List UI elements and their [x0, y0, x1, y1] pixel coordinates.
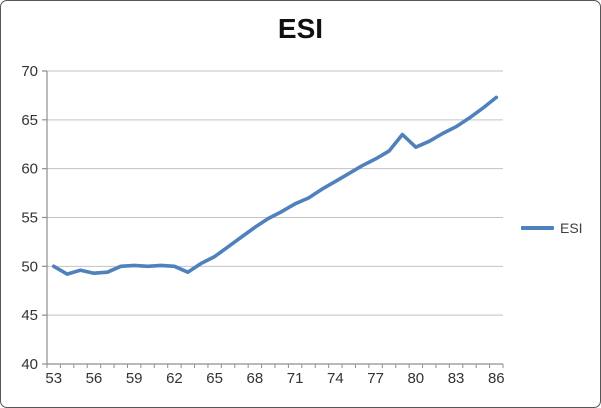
y-tick-label: 40	[21, 356, 38, 373]
y-tick-label: 45	[21, 307, 38, 324]
x-tick-label: 77	[367, 370, 384, 387]
y-tick-label: 50	[21, 258, 38, 275]
esi-line-series	[51, 95, 499, 276]
x-tick-label: 71	[287, 370, 304, 387]
legend: ESI	[521, 220, 583, 236]
y-tick-label: 55	[21, 210, 38, 227]
x-tick-label: 59	[126, 370, 143, 387]
x-tick-label: 65	[206, 370, 223, 387]
x-tick-label: 53	[45, 370, 62, 387]
y-tick-label: 70	[21, 63, 38, 80]
x-tick-label: 80	[407, 370, 424, 387]
legend-line-sample	[521, 226, 554, 230]
x-tick-label: 83	[448, 370, 465, 387]
x-tick-label: 68	[247, 370, 264, 387]
y-tick-label: 65	[21, 112, 38, 129]
x-tick-label: 62	[166, 370, 183, 387]
legend-label: ESI	[560, 220, 583, 236]
x-tick-label: 56	[86, 370, 103, 387]
y-tick-label: 60	[21, 161, 38, 178]
chart-title: ESI	[277, 13, 324, 44]
x-tick-label: 86	[488, 370, 505, 387]
x-tick-label: 74	[327, 370, 344, 387]
